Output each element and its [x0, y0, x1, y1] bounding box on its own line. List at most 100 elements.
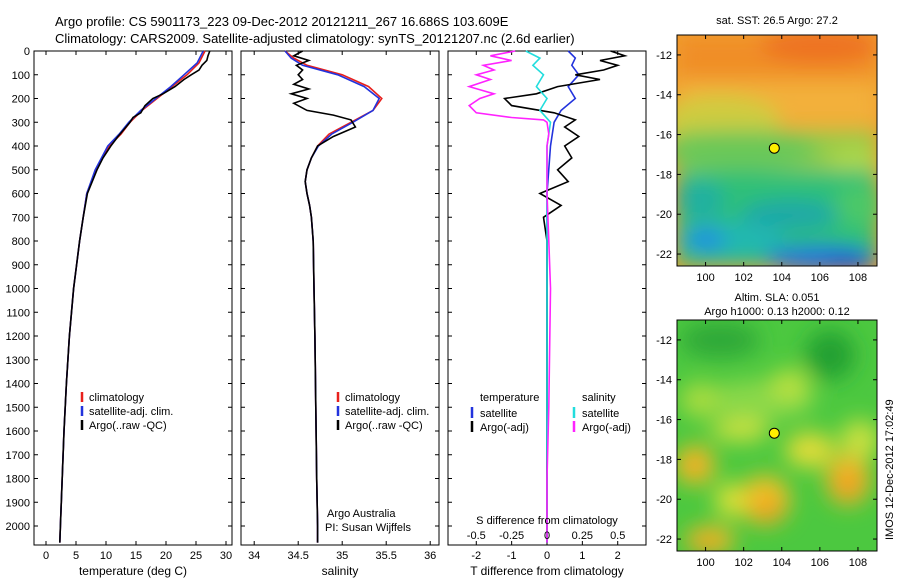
salinity-profile-legend-label: climatology [345, 392, 401, 404]
legend-temperature-title: temperature [480, 392, 539, 404]
salinity-profile-xtick-label: 34 [248, 550, 260, 562]
sla-map-title-line-2: Argo h1000: 0.13 h2000: 0.12 [704, 306, 850, 318]
argo-australia-label: Argo Australia [327, 508, 396, 520]
sla-map-title-line-1: Altim. SLA: 0.051 [735, 292, 820, 304]
temperature-profile-xtick-label: 20 [160, 550, 172, 562]
sla-map-frame [676, 319, 878, 552]
sst-map-frame [676, 34, 878, 267]
sst-map-ytick-label: -12 [656, 50, 672, 62]
sst-map-xtick-label: 106 [811, 272, 829, 284]
sla-map-ytick-label: -12 [656, 335, 672, 347]
sst-map-axes: 100 102 104 106 108 -12 -14 -16 -18 -20 -22 [656, 35, 877, 284]
salinity-profile-xtick-label: 35.5 [375, 550, 396, 562]
difference-profile-xtick-label: -2 [471, 550, 481, 562]
temperature-profile-xtick-label: 15 [130, 550, 142, 562]
depth-tick-label: 1400 [6, 379, 30, 391]
sla-map-xtick-label: 102 [734, 557, 752, 569]
salinity-profile-frame [240, 50, 440, 546]
depth-tick-label: 900 [12, 260, 30, 272]
salinity-difference-tick-label: -0.5 [467, 530, 486, 542]
salinity-difference-axis-label: S difference from climatology [476, 515, 618, 527]
difference-profile-xtick-label: 0 [544, 550, 550, 562]
temperature-profile-series-argo-raw-qc- [59, 50, 211, 543]
sla-map-xtick-label: 108 [849, 557, 867, 569]
salinity-profile-panel: 34 34.5 35 35.5 36 salinity climatology satelli… [240, 50, 440, 578]
title-line-2: Climatology: CARS2009. Satellite-adjuste… [55, 31, 575, 46]
sla-map-ytick-label: -16 [656, 415, 672, 427]
depth-tick-label: 1900 [6, 497, 30, 509]
depth-tick-label: 300 [12, 117, 30, 129]
depth-tick-label: 1600 [6, 426, 30, 438]
depth-tick-label: 2000 [6, 521, 30, 533]
sst-map-title: sat. SST: 26.5 Argo: 27.2 [716, 15, 838, 27]
imos-timestamp-label: IMOS 12-Dec-2012 17:02:49 [884, 399, 896, 540]
temperature-profile-panel: 0 5 10 15 20 25 300100200300400500600700800900… [6, 46, 233, 578]
sla-argo-position-marker [768, 427, 780, 439]
sla-map-xtick-label: 106 [811, 557, 829, 569]
depth-tick-label: 1800 [6, 474, 30, 486]
title-line-1: Argo profile: CS 5901173_223 09-Dec-2012… [55, 14, 509, 29]
salinity-profile-xtick-label: 34.5 [287, 550, 308, 562]
sla-map-axes: 100 102 104 106 108 -12 -14 -16 -18 -20 -22 [656, 320, 877, 569]
salinity-profile-xtick-label: 35 [336, 550, 348, 562]
depth-tick-label: 400 [12, 141, 30, 153]
depth-tick-label: 1500 [6, 402, 30, 414]
salinity-difference-tick-label: -0.25 [499, 530, 524, 542]
depth-tick-label: 1300 [6, 355, 30, 367]
sst-map-xtick-label: 102 [734, 272, 752, 284]
temperature-profile-xtick-label: 10 [100, 550, 112, 562]
sla-map-xtick-label: 100 [696, 557, 714, 569]
difference-profile-xtick-label: 2 [615, 550, 621, 562]
depth-tick-label: 0 [24, 46, 30, 58]
salinity-difference-tick-label: 0.25 [572, 530, 593, 542]
sst-map-ytick-label: -16 [656, 130, 672, 142]
difference-profile-xlabel: T difference from climatology [470, 564, 624, 578]
temperature-profile-xtick-label: 5 [73, 550, 79, 562]
temperature-profile-xtick-label: 30 [220, 550, 232, 562]
pi-label: PI: Susan Wijffels [325, 522, 411, 534]
sst-argo-position-marker [768, 142, 780, 154]
difference-profile-legend-label: Argo(-adj) [582, 422, 631, 434]
depth-tick-label: 200 [12, 94, 30, 106]
difference-profile-panel: -2 -1 0 1 2 T difference from climatology temp… [447, 50, 647, 578]
depth-tick-label: 1700 [6, 450, 30, 462]
sla-map-ytick-label: -14 [656, 375, 672, 387]
salinity-profile-xlabel: salinity [322, 564, 359, 578]
salinity-profile-series-argo-raw-qc- [288, 50, 357, 543]
depth-tick-label: 600 [12, 189, 30, 201]
sst-map-xtick-label: 104 [773, 272, 791, 284]
sla-map-ytick-label: -20 [656, 494, 672, 506]
difference-profile-legend-label: satellite [582, 408, 619, 420]
temperature-profile-legend-label: climatology [89, 392, 145, 404]
depth-tick-label: 100 [12, 70, 30, 82]
salinity-profile-legend-label: Argo(..raw -QC) [345, 420, 423, 432]
temperature-profile-legend-label: Argo(..raw -QC) [89, 420, 167, 432]
sst-map-ytick-label: -20 [656, 209, 672, 221]
sla-map-xtick-label: 104 [773, 557, 791, 569]
temperature-profile-xtick-label: 25 [190, 550, 202, 562]
temperature-profile-frame [33, 50, 233, 546]
sst-map-ytick-label: -18 [656, 169, 672, 181]
salinity-profile-legend-label: satellite-adj. clim. [345, 406, 429, 418]
difference-profile-legend-label: Argo(-adj) [480, 422, 529, 434]
salinity-difference-tick-label: 0.5 [610, 530, 625, 542]
depth-tick-label: 1200 [6, 331, 30, 343]
depth-tick-label: 1000 [6, 284, 30, 296]
sst-map-xtick-label: 100 [696, 272, 714, 284]
difference-profile-legend-label: satellite [480, 408, 517, 420]
temperature-profile-legend-label: satellite-adj. clim. [89, 406, 173, 418]
salinity-profile-xtick-label: 36 [424, 550, 436, 562]
depth-tick-label: 500 [12, 165, 30, 177]
temperature-profile-xlabel: temperature (deg C) [79, 564, 187, 578]
difference-profile-series-salinity-satellite [525, 50, 552, 543]
depth-tick-label: 800 [12, 236, 30, 248]
temperature-profile-xtick-label: 0 [43, 550, 49, 562]
legend-salinity-title: salinity [582, 392, 616, 404]
difference-profile-series-salinity-argo-adj- [466, 50, 552, 543]
sst-map-xtick-label: 108 [849, 272, 867, 284]
depth-tick-label: 700 [12, 212, 30, 224]
sla-map-ytick-label: -18 [656, 454, 672, 466]
sst-map-ytick-label: -22 [656, 249, 672, 261]
sst-map-ytick-label: -14 [656, 90, 672, 102]
